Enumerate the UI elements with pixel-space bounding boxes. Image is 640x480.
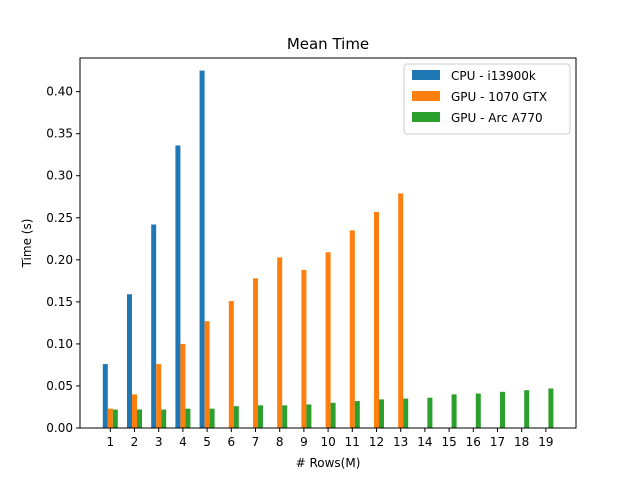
bar-series-1-cat-2 — [127, 294, 132, 428]
y-tick-label: 0.05 — [46, 379, 73, 393]
bar-series-2-cat-9 — [301, 269, 307, 428]
legend-swatch — [412, 112, 440, 122]
bar-series-3-cat-3 — [161, 409, 167, 428]
x-tick-label: 12 — [369, 435, 384, 449]
y-tick-label: 0.30 — [46, 169, 73, 183]
x-tick-label: 9 — [300, 435, 308, 449]
x-ticks: 1 2 3 4 5 6 7 8 9 10 11 12 13 14 15 16 17 18 19 — [106, 428, 554, 449]
bar-series-2-cat-7 — [253, 278, 258, 428]
bar-series-3-cat-2 — [137, 409, 142, 428]
x-tick-label: 3 — [155, 435, 163, 449]
x-tick-label: 6 — [227, 435, 235, 449]
y-tick-label: 0.40 — [46, 85, 73, 99]
x-tick-label: 4 — [179, 435, 187, 449]
bar-series-1-cat-3 — [151, 224, 157, 428]
legend: CPU - i13900k GPU - 1070 GTX GPU - Arc A77… — [403, 63, 571, 135]
bar-series-3-cat-9 — [306, 404, 312, 428]
y-tick-label: 0.25 — [46, 211, 73, 225]
bars-layer — [102, 70, 554, 429]
bar-series-2-cat-1 — [107, 408, 113, 428]
y-tick-label: 0.00 — [46, 421, 73, 435]
bar-series-2-cat-6 — [228, 301, 234, 428]
bar-series-3-cat-19 — [548, 388, 554, 428]
bar-series-3-cat-16 — [475, 393, 481, 428]
bar-series-1-cat-1 — [102, 364, 108, 428]
chart-title: Mean Time — [287, 35, 369, 53]
y-tick-label: 0.10 — [46, 337, 73, 351]
bar-series-2-cat-13 — [398, 193, 404, 428]
x-tick-label: 7 — [252, 435, 260, 449]
bar-series-1-cat-5 — [199, 70, 205, 429]
x-tick-label: 1 — [106, 435, 114, 449]
bar-series-3-cat-4 — [185, 408, 191, 428]
x-tick-label: 18 — [514, 435, 529, 449]
bar-series-3-cat-17 — [500, 391, 505, 428]
y-axis-label: Time (s) — [20, 219, 34, 269]
x-tick-label: 13 — [393, 435, 408, 449]
x-tick-label: 5 — [203, 435, 211, 449]
bar-series-2-cat-4 — [180, 343, 186, 428]
bar-series-1-cat-4 — [175, 145, 181, 428]
bar-series-2-cat-8 — [277, 257, 283, 428]
bar-series-3-cat-15 — [451, 394, 457, 428]
bar-series-3-cat-8 — [282, 405, 288, 428]
bar-series-2-cat-5 — [204, 321, 210, 428]
y-ticks: 0.00 0.05 0.10 0.15 0.20 0.25 0.30 0.35 0.40 — [46, 85, 80, 435]
legend-label: GPU - 1070 GTX — [451, 90, 547, 104]
legend-swatch — [412, 70, 440, 80]
bar-series-2-cat-3 — [156, 364, 162, 428]
bar-series-2-cat-12 — [374, 211, 379, 428]
x-tick-label: 14 — [417, 435, 432, 449]
x-tick-label: 15 — [441, 435, 456, 449]
x-tick-label: 16 — [466, 435, 481, 449]
legend-box — [403, 63, 571, 135]
bar-series-2-cat-2 — [132, 394, 137, 428]
bar-series-3-cat-11 — [354, 401, 360, 428]
x-tick-label: 11 — [345, 435, 360, 449]
plot-frame — [79, 57, 577, 429]
legend-items: CPU - i13900k GPU - 1070 GTX GPU - Arc A77… — [412, 69, 547, 125]
x-axis-label: # Rows(M) — [296, 456, 361, 470]
x-tick-label: 2 — [131, 435, 139, 449]
bar-series-3-cat-6 — [233, 406, 239, 428]
x-tick-label: 10 — [320, 435, 335, 449]
bar-series-2-cat-10 — [325, 252, 331, 428]
bar-series-3-cat-5 — [209, 408, 215, 428]
bar-series-3-cat-10 — [330, 402, 336, 428]
x-tick-label: 8 — [276, 435, 284, 449]
x-tick-label: 17 — [490, 435, 505, 449]
y-tick-label: 0.15 — [46, 295, 73, 309]
legend-label: GPU - Arc A770 — [451, 111, 543, 125]
bar-series-3-cat-13 — [403, 398, 409, 428]
bar-series-3-cat-7 — [258, 405, 263, 428]
bar-series-3-cat-18 — [524, 390, 530, 428]
y-tick-label: 0.20 — [46, 253, 73, 267]
bar-series-3-cat-12 — [379, 399, 384, 428]
bar-series-3-cat-14 — [427, 397, 433, 428]
legend-label: CPU - i13900k — [451, 69, 536, 83]
bar-series-2-cat-11 — [349, 230, 355, 428]
bar-series-3-cat-1 — [112, 409, 118, 428]
legend-swatch — [412, 91, 440, 101]
y-tick-label: 0.35 — [46, 127, 73, 141]
x-tick-label: 19 — [538, 435, 553, 449]
